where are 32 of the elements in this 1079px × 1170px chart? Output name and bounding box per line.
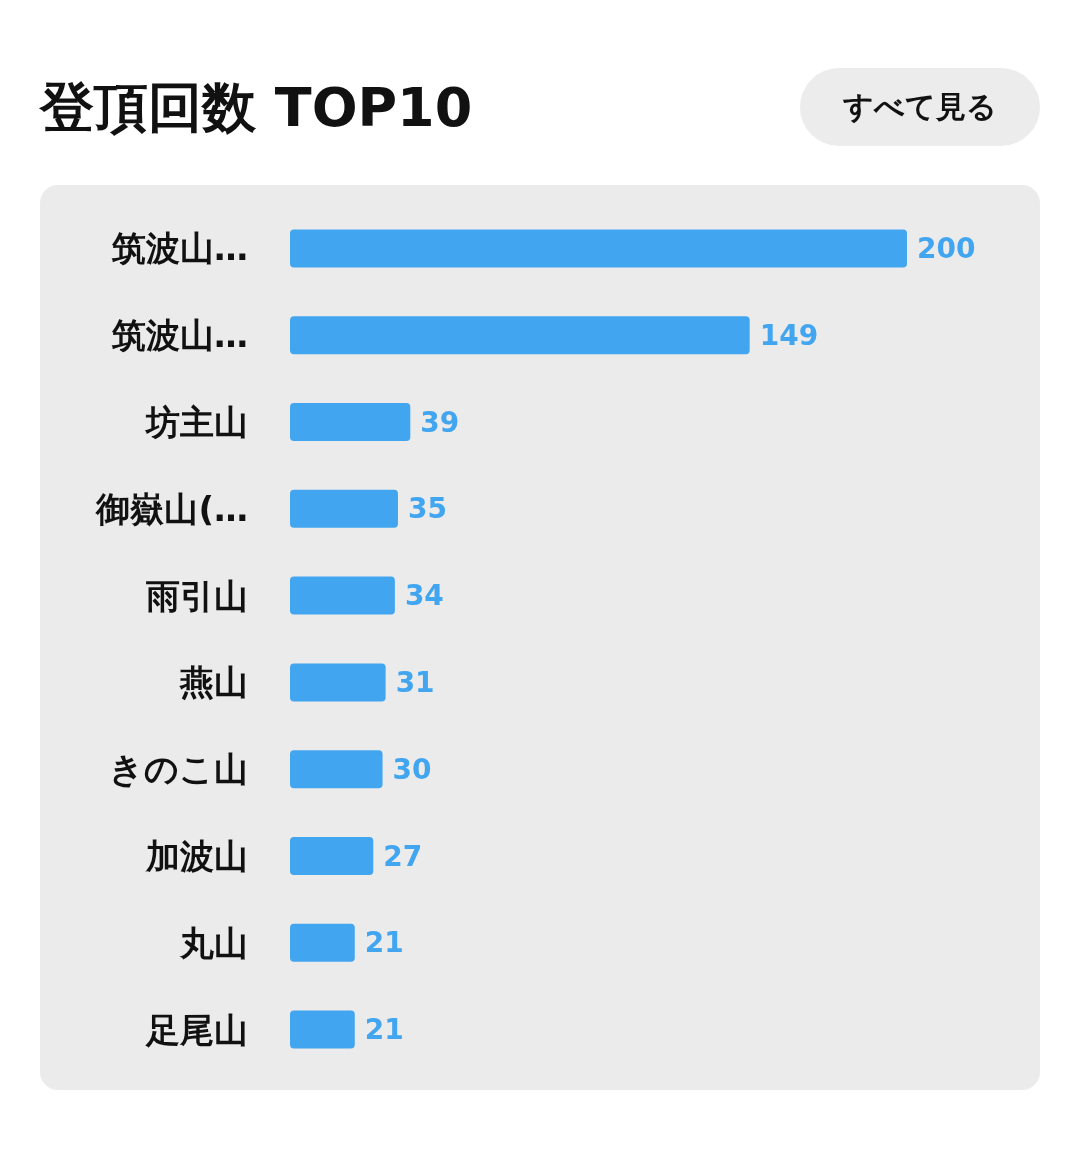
bar xyxy=(290,489,398,528)
chart-title: 登頂回数 TOP10 xyxy=(40,75,473,141)
bar xyxy=(290,837,374,875)
y-tick-label: 加波山 xyxy=(145,836,248,876)
bar xyxy=(290,1010,355,1049)
data-label: 35 xyxy=(407,492,447,526)
bar xyxy=(290,923,355,962)
data-label: 21 xyxy=(364,926,404,960)
y-tick-label: 丸山 xyxy=(179,922,248,963)
y-tick-label: 筑波山… xyxy=(111,228,248,269)
bar xyxy=(290,229,907,268)
data-label: 21 xyxy=(364,1013,404,1047)
y-tick-label: 足尾山 xyxy=(145,1009,248,1050)
y-tick-label: きのこ山 xyxy=(109,749,248,790)
data-label: 149 xyxy=(759,318,819,352)
text: すべて見る xyxy=(800,68,1040,146)
data-label: 34 xyxy=(404,579,444,613)
y-tick-label: 御嶽山(… xyxy=(95,488,248,529)
bar xyxy=(290,663,386,702)
bar xyxy=(290,750,383,789)
data-label: 31 xyxy=(395,665,435,699)
bar xyxy=(290,316,750,355)
data-label: 27 xyxy=(383,839,423,873)
y-tick-label: 燕山 xyxy=(179,662,248,703)
y-tick-label: 筑波山… xyxy=(111,315,248,356)
bar xyxy=(290,576,395,615)
bar xyxy=(290,403,411,441)
data-label: 39 xyxy=(420,405,460,439)
y-tick-label: 雨引山 xyxy=(145,575,248,616)
data-label: 200 xyxy=(917,231,976,265)
y-tick-label: 坊主山 xyxy=(144,402,248,442)
data-label: 30 xyxy=(392,752,432,786)
